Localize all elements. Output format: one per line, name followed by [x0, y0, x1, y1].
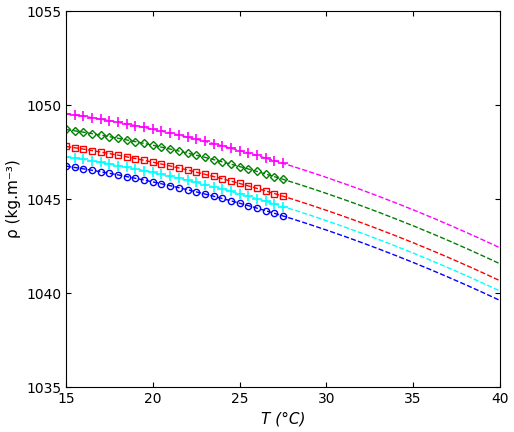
X-axis label: T (°C): T (°C): [261, 411, 305, 426]
Y-axis label: ρ (kg.m⁻³): ρ (kg.m⁻³): [6, 160, 21, 238]
